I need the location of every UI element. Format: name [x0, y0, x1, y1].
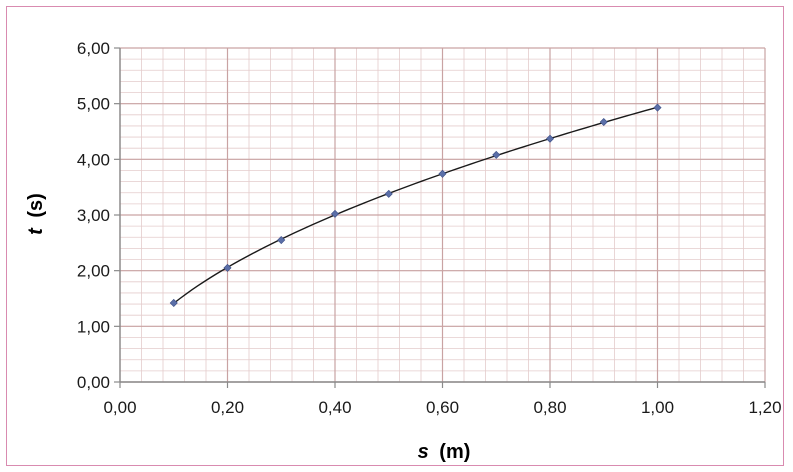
- data-point: [223, 263, 232, 272]
- data-point: [438, 169, 447, 178]
- data-point: [169, 298, 178, 307]
- y-axis-var: t: [25, 227, 47, 235]
- x-tick-label: 1,20: [748, 398, 781, 417]
- y-tick-label: 3,00: [77, 206, 110, 225]
- chart-frame: [6, 6, 784, 466]
- x-axis-title: s (m): [418, 441, 471, 463]
- x-tick-label: 0,60: [426, 398, 459, 417]
- data-point: [545, 134, 555, 143]
- y-tick-label: 1,00: [77, 317, 110, 336]
- trendline: [173, 106, 658, 304]
- axes: [114, 47, 766, 388]
- y-tick-label: 0,00: [77, 373, 110, 392]
- x-tick-label: 0,00: [103, 398, 136, 417]
- y-tick-labels: 0,00 1,00 2,00 3,00 4,00 5,00 6,00: [77, 39, 110, 392]
- x-tick-label: 1,00: [641, 398, 674, 417]
- y-tick-label: 5,00: [77, 95, 110, 114]
- x-tick-label: 0,20: [211, 398, 244, 417]
- data-points: [169, 103, 662, 307]
- x-axis-var: s: [418, 441, 429, 463]
- data-point: [599, 118, 608, 127]
- data-point: [492, 150, 501, 159]
- y-tick-label: 2,00: [77, 262, 110, 281]
- data-point: [277, 236, 286, 245]
- x-tick-label: 0,80: [533, 398, 566, 417]
- y-tick-label: 4,00: [77, 150, 110, 169]
- y-tick-label: 6,00: [77, 39, 110, 58]
- y-axis-unit: (s): [25, 193, 47, 217]
- x-tick-label: 0,40: [318, 398, 351, 417]
- y-axis-title: t (s): [25, 193, 47, 235]
- data-point: [330, 209, 340, 218]
- major-gridlines: [119, 47, 766, 383]
- data-point: [653, 103, 662, 112]
- x-axis-unit: (m): [439, 441, 470, 463]
- data-point: [384, 189, 393, 198]
- x-tick-labels: 0,00 0,20 0,40 0,60 0,80 1,00 1,20: [103, 398, 781, 417]
